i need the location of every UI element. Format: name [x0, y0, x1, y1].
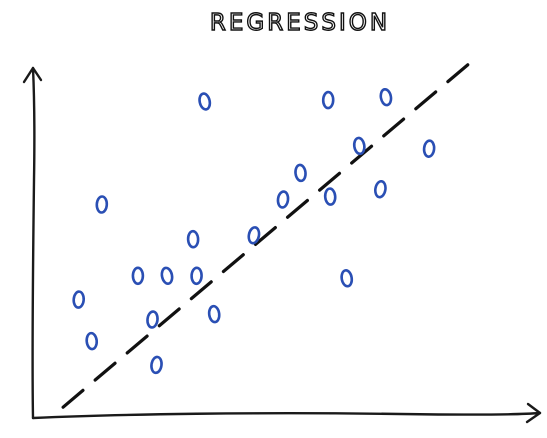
- data-point: [379, 87, 393, 107]
- x-axis-arrowhead: [525, 402, 542, 424]
- regression-trendline: [61, 57, 477, 409]
- data-point: [186, 229, 200, 249]
- data-point: [72, 290, 86, 309]
- y-axis: [31, 66, 36, 420]
- data-point: [323, 187, 337, 206]
- points-group: [72, 87, 436, 375]
- chart-title: REGRESSION: [210, 10, 390, 36]
- data-point: [422, 139, 436, 158]
- data-point: [276, 190, 290, 209]
- trendline-group: [61, 57, 477, 409]
- data-point: [190, 266, 203, 286]
- data-point: [352, 136, 366, 156]
- x-axis: [31, 411, 542, 420]
- data-point: [374, 179, 387, 199]
- data-point: [340, 269, 354, 288]
- data-point: [85, 331, 99, 351]
- data-point: [198, 92, 212, 111]
- data-point: [160, 266, 174, 286]
- data-point: [247, 226, 261, 245]
- data-point: [294, 163, 307, 183]
- data-point: [146, 310, 159, 329]
- data-point: [95, 195, 109, 214]
- data-point: [150, 355, 163, 375]
- data-point: [207, 304, 221, 324]
- data-point: [321, 90, 335, 110]
- data-point: [131, 266, 145, 286]
- y-axis-arrowhead: [22, 66, 43, 84]
